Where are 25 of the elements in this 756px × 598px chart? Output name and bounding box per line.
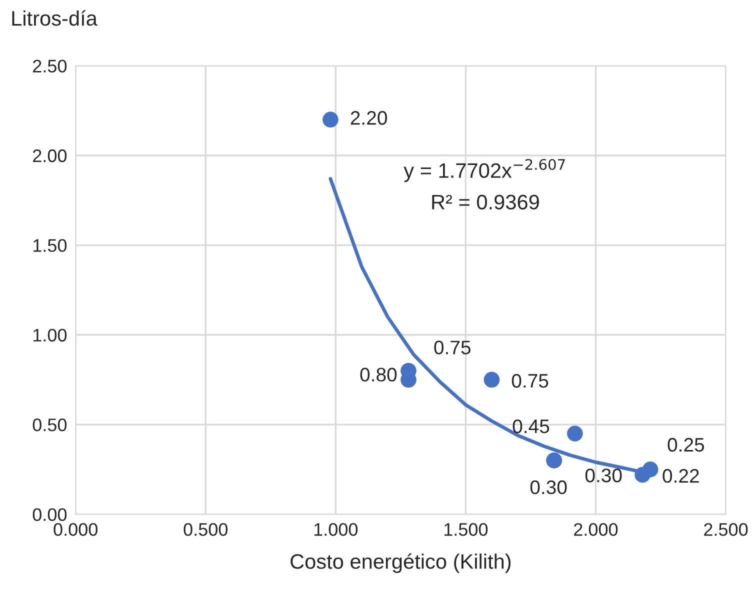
x-axis-title: Costo energético (Kilith) [290, 553, 511, 573]
data-label: 0.75 [512, 374, 548, 388]
annotation: y = 1.7702x$^{−2.607}$ [404, 158, 565, 182]
x-tick-label: 1.000 [314, 523, 358, 536]
annotation: R² = 0.9369 [432, 194, 539, 210]
data-label: 0.25 [668, 438, 704, 452]
data-label: 2.20 [350, 111, 387, 125]
y-axis-title: Litros-día [12, 10, 98, 26]
y-tick-label: 0.00 [32, 508, 67, 521]
x-tick-label: 2.500 [704, 523, 748, 536]
data-label: 0.75 [434, 340, 471, 354]
y-tick-label: 1.50 [34, 239, 67, 252]
y-tick-label: 2.50 [33, 60, 67, 72]
data-label: 0.22 [662, 469, 699, 483]
y-tick-label: 2.00 [33, 149, 67, 162]
x-tick-label: 2.000 [574, 523, 618, 536]
data-label: 0.30 [530, 480, 567, 494]
data-label: 0.30 [585, 468, 622, 482]
x-tick-label: 0.500 [184, 523, 228, 536]
x-tick-label: 0.000 [54, 523, 98, 536]
data-label: 0.80 [360, 368, 397, 382]
x-tick-label: 1.500 [444, 523, 488, 536]
y-tick-label: 1.00 [34, 328, 67, 342]
y-tick-label: 0.50 [32, 418, 67, 432]
data-label: 0.45 [512, 419, 550, 434]
